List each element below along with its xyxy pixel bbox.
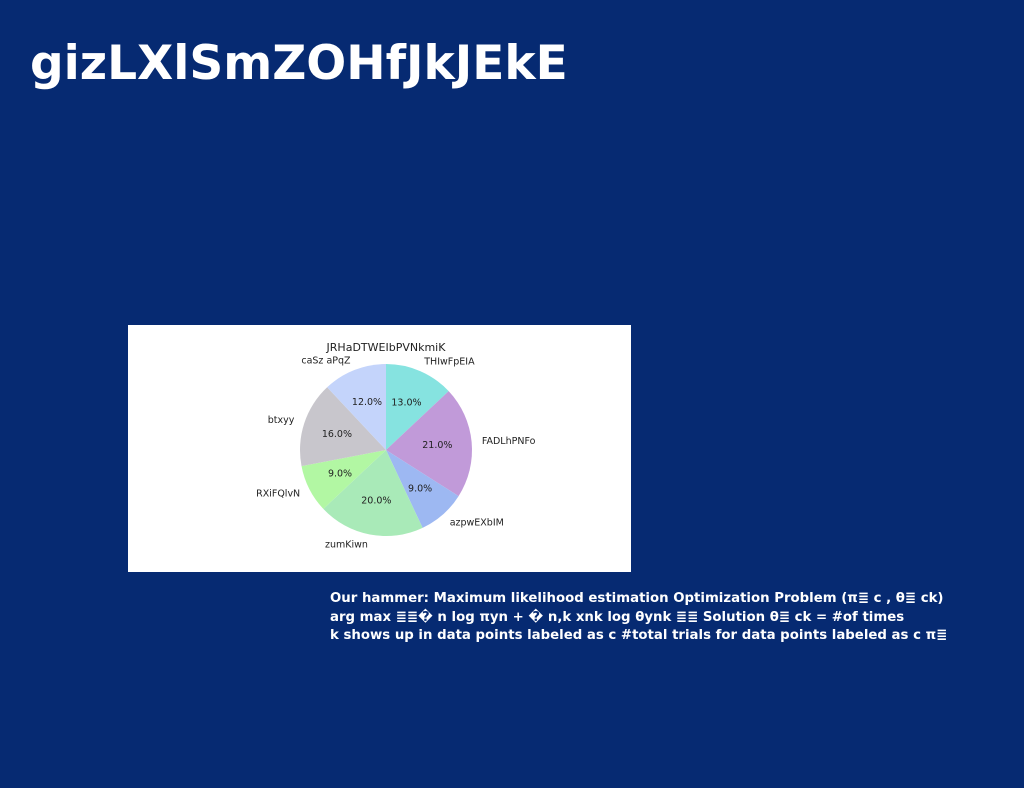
pie-slice bbox=[386, 391, 473, 497]
pie-slice bbox=[386, 364, 449, 450]
pie-chart-svg: JRHaDTWEIbPVNkmiK THIwFpEIA 13.0% FADLhPNF… bbox=[256, 341, 536, 551]
slice-label: azpwEXbIM bbox=[450, 517, 504, 528]
pie-slice bbox=[386, 450, 459, 528]
slice-percent-label: 20.0% bbox=[361, 496, 391, 507]
slice-percent-label: 12.0% bbox=[352, 397, 382, 408]
slide-title: gizLXlSmZOHfJkJEkE bbox=[30, 36, 568, 91]
body-line: arg max ≣≣� n log πyn + � n,k xnk log θy… bbox=[330, 609, 905, 625]
chart-title: JRHaDTWEIbPVNkmiK bbox=[326, 341, 447, 354]
pie-slice bbox=[301, 450, 386, 509]
pie-slice bbox=[300, 387, 386, 467]
slice-label: FADLhPNFo bbox=[482, 436, 536, 447]
slice-percent-label: 9.0% bbox=[328, 468, 352, 479]
pie-chart: JRHaDTWEIbPVNkmiK THIwFpEIA 13.0% FADLhPNF… bbox=[128, 325, 631, 572]
slice-label: caSz aPqZ bbox=[301, 355, 351, 366]
slice-percent-label: 21.0% bbox=[422, 440, 452, 451]
pie-slice bbox=[323, 450, 423, 536]
slice-percent-label: 13.0% bbox=[391, 398, 421, 409]
slice-label: zumKiwn bbox=[325, 540, 368, 551]
slice-label: THIwFpEIA bbox=[423, 357, 475, 368]
body-line: Our hammer: Maximum likelihood estimatio… bbox=[330, 591, 944, 606]
slice-label: btxyy bbox=[268, 415, 295, 426]
body-line: k shows up in data points labeled as c #… bbox=[330, 628, 948, 643]
slice-label: RXiFQlvN bbox=[256, 489, 300, 500]
body-text: Our hammer: Maximum likelihood estimatio… bbox=[330, 590, 1020, 646]
slice-percent-label: 9.0% bbox=[408, 484, 432, 495]
slice-percent-label: 16.0% bbox=[322, 429, 352, 440]
pie-slice bbox=[327, 364, 386, 450]
